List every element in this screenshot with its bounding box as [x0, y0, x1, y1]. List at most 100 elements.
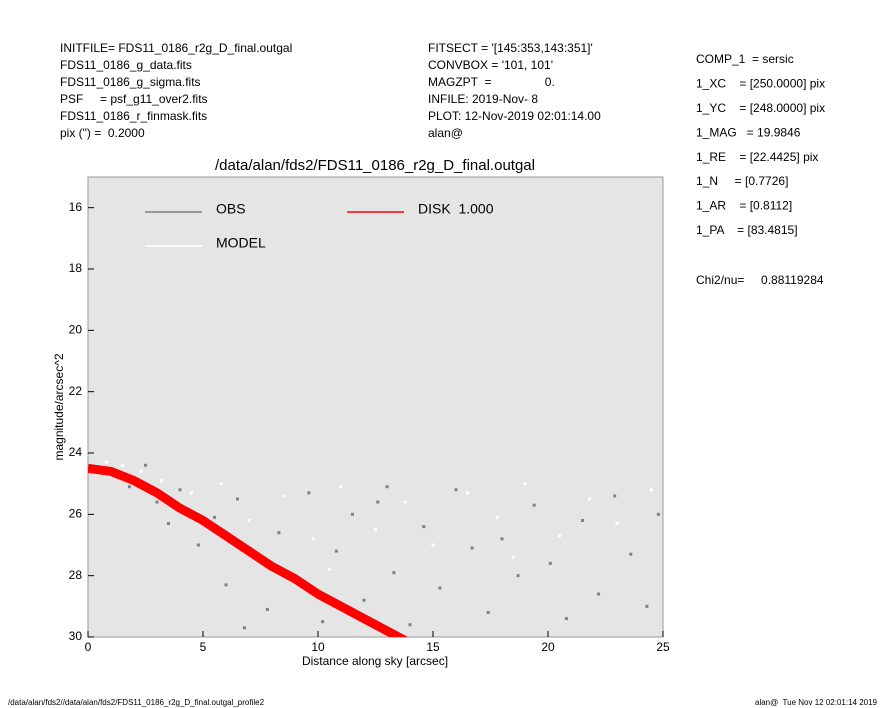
data-point [374, 528, 377, 532]
y-tick-label: 18 [69, 261, 83, 275]
info-line: pix (") = 0.2000 [60, 126, 145, 140]
data-point [167, 522, 170, 526]
legend-label: MODEL [216, 235, 266, 251]
data-point [650, 488, 653, 492]
data-point [196, 543, 200, 547]
data-point [121, 463, 124, 467]
data-point [523, 482, 527, 486]
data-point [213, 515, 216, 519]
data-point [178, 488, 182, 492]
data-point [454, 488, 458, 492]
data-point [403, 500, 407, 504]
y-tick-label: 20 [69, 323, 83, 337]
param-line: 1_YC = [248.0000] pix [696, 101, 825, 115]
data-point [242, 626, 246, 630]
footer-right: alan@ Tue Nov 12 02:01:14 2019 [755, 698, 878, 707]
data-point [339, 485, 343, 489]
info-line: FDS11_0186_r_finmask.fits [60, 109, 207, 123]
chi2: Chi2/nu= 0.88119284 [696, 273, 824, 287]
data-point [486, 610, 490, 614]
data-point [385, 485, 389, 489]
data-point [500, 537, 504, 541]
data-point [512, 555, 515, 559]
info-line: alan@ [428, 126, 463, 140]
data-point [127, 485, 131, 489]
param-line: COMP_1 = sersic [696, 52, 794, 66]
plot-marks [88, 460, 660, 637]
info-line: MAGZPT = 0. [428, 75, 555, 89]
y-tick-label: 22 [69, 384, 83, 398]
data-point [613, 494, 617, 498]
info-line: FDS11_0186_g_sigma.fits [60, 75, 201, 89]
data-point [495, 515, 499, 519]
param-line: 1_AR = [0.8112] [696, 199, 792, 213]
data-point [265, 607, 269, 611]
data-point [104, 460, 108, 464]
data-point [321, 620, 325, 624]
info-line: FDS11_0186_g_data.fits [60, 58, 192, 72]
data-point [219, 482, 223, 486]
x-tick-label: 20 [541, 640, 555, 654]
info-line: PLOT: 12-Nov-2019 02:01:14.00 [428, 109, 601, 123]
data-point [532, 503, 536, 507]
x-tick-label: 5 [200, 640, 207, 654]
data-point [282, 494, 285, 498]
info-line: INITFILE= FDS11_0186_r2g_D_final.outgal [60, 41, 292, 55]
x-tick-label: 15 [426, 640, 440, 654]
data-point [656, 512, 660, 516]
data-point [558, 534, 561, 538]
info-line: CONVBOX = '101, 101' [428, 58, 553, 72]
data-point [144, 463, 147, 467]
data-point [224, 583, 228, 587]
x-tick-label: 0 [85, 640, 92, 654]
info-line: INFILE: 2019-Nov- 8 [428, 92, 538, 106]
data-point [362, 598, 366, 602]
x-tick-label: 10 [311, 640, 325, 654]
x-tick-label: 25 [656, 640, 670, 654]
data-point [408, 623, 412, 627]
param-line: 1_XC = [250.0000] pix [696, 77, 825, 91]
legend-label: DISK 1.000 [418, 201, 494, 217]
data-point [422, 525, 426, 529]
data-point [155, 500, 159, 504]
data-point [307, 491, 311, 495]
data-point [190, 491, 193, 495]
y-tick-label: 28 [69, 568, 83, 582]
data-point [597, 592, 601, 596]
data-point [139, 469, 143, 473]
data-point [160, 479, 164, 483]
y-tick-label: 26 [69, 507, 83, 521]
data-point [351, 512, 354, 516]
y-axis-label: magnitude/arcsec^2 [52, 353, 66, 460]
data-point [581, 518, 584, 522]
data-point [277, 531, 281, 535]
param-line: 1_RE = [22.4425] pix [696, 150, 818, 164]
data-point [438, 586, 442, 590]
plot-area [87, 176, 664, 638]
disk-profile [88, 463, 409, 637]
info-line: FITSECT = '[145:353,143:351]' [428, 41, 593, 55]
data-point [629, 552, 633, 556]
chart-title: /data/alan/fds2/FDS11_0186_r2g_D_final.o… [215, 157, 535, 174]
footer-left: /data/alan/fds2//data/alan/fds2/FDS11_01… [8, 698, 265, 707]
data-point [247, 518, 251, 522]
legend-label: OBS [216, 201, 246, 217]
data-point [392, 571, 396, 575]
y-tick-label: 24 [69, 445, 83, 459]
data-point [466, 491, 469, 495]
data-point [470, 546, 474, 550]
data-point [328, 568, 331, 572]
data-point [564, 617, 568, 621]
y-tick-label: 16 [69, 200, 83, 214]
data-point [587, 497, 591, 501]
data-point [645, 604, 649, 608]
data-point [311, 537, 315, 541]
data-point [376, 500, 380, 504]
x-axis-label: Distance along sky [arcsec] [302, 654, 448, 668]
data-point [334, 549, 338, 553]
data-point [516, 574, 520, 578]
y-tick-label: 30 [69, 629, 83, 643]
param-line: 1_PA = [83.4815] [696, 223, 798, 237]
param-line: 1_N = [0.7726] [696, 174, 788, 188]
